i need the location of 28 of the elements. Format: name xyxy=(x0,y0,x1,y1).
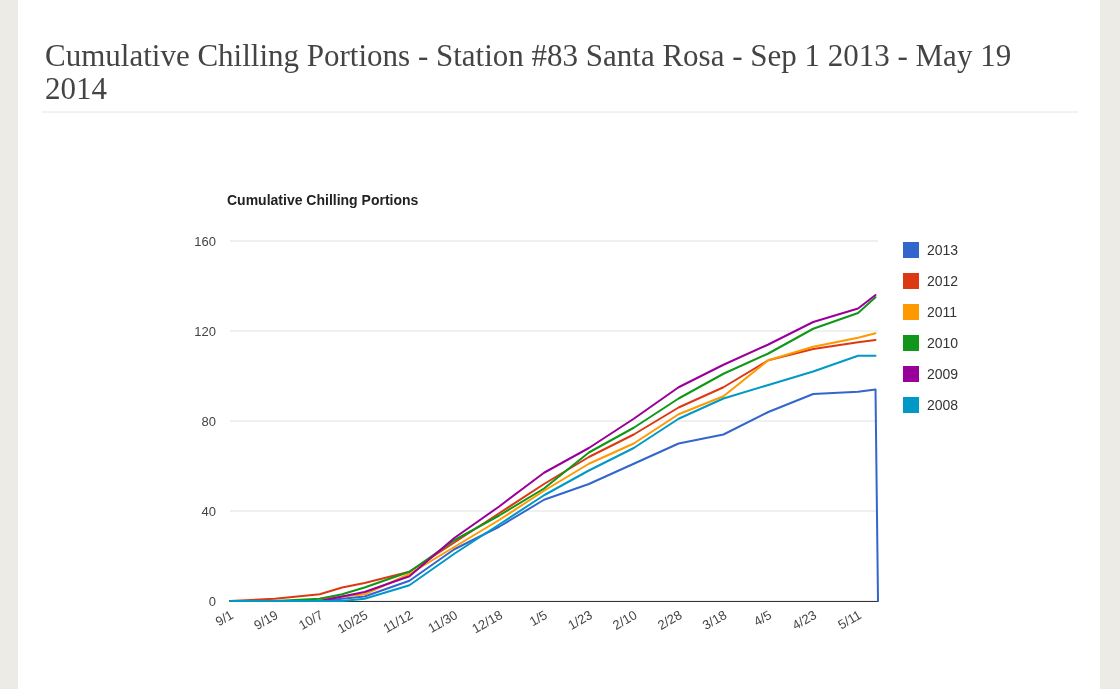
y-tick-label: 160 xyxy=(194,233,216,249)
line-series xyxy=(318,332,877,600)
legend-label: 2008 xyxy=(927,397,959,413)
x-tick-label: 12/18 xyxy=(469,607,505,637)
x-tick-label: 1/5 xyxy=(526,607,550,630)
x-tick-label: 9/19 xyxy=(251,607,281,633)
y-tick-label: 0 xyxy=(208,593,216,609)
x-tick-label: 5/11 xyxy=(835,607,864,633)
x-tick-label: 4/23 xyxy=(789,607,819,633)
chart-subtitle: Cumulative Chilling Portions xyxy=(227,192,419,208)
legend-label: 2010 xyxy=(927,335,959,351)
legend-label: 2013 xyxy=(927,242,959,258)
chart-title: Cumulative Chilling Portions - Station #83 Santa Rosa - Sep 1 2013 - May 19 2014 xyxy=(45,38,1012,106)
legend-label: 2011 xyxy=(927,304,958,320)
x-tick-label: 2/28 xyxy=(654,607,685,633)
y-tick-label: 80 xyxy=(201,413,216,429)
x-tick-label: 1/23 xyxy=(565,607,595,633)
x-tick-label: 2/10 xyxy=(610,607,640,633)
x-tick-label: 11/12 xyxy=(380,607,416,636)
x-tick-label: 3/18 xyxy=(699,607,730,633)
y-tick-label: 40 xyxy=(201,503,216,519)
x-tick-label: 4/5 xyxy=(750,607,775,630)
x-tick-label: 9/1 xyxy=(212,607,236,630)
x-tick-label: 10/7 xyxy=(296,607,326,633)
y-tick-label: 120 xyxy=(194,323,216,339)
x-tick-label: 11/30 xyxy=(425,607,461,636)
legend-label: 2009 xyxy=(927,366,959,382)
legend-label: 2012 xyxy=(927,273,959,289)
